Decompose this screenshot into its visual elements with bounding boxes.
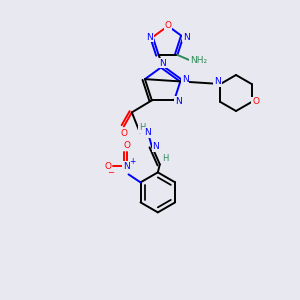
- Text: N: N: [183, 33, 190, 42]
- Text: O: O: [104, 162, 111, 171]
- Text: H: H: [139, 123, 145, 132]
- Text: O: O: [164, 20, 172, 29]
- Text: N: N: [160, 58, 167, 68]
- Text: N: N: [146, 33, 153, 42]
- Text: O: O: [252, 98, 259, 106]
- Text: O: O: [123, 141, 130, 150]
- Text: N: N: [145, 128, 151, 137]
- Text: NH₂: NH₂: [190, 56, 207, 65]
- Text: O: O: [120, 129, 127, 138]
- Text: N: N: [152, 142, 159, 151]
- Text: N: N: [123, 162, 130, 171]
- Text: −: −: [107, 168, 114, 177]
- Text: N: N: [175, 97, 181, 106]
- Text: N: N: [182, 75, 188, 84]
- Text: H: H: [162, 154, 168, 163]
- Text: N: N: [214, 77, 221, 86]
- Text: +: +: [129, 157, 136, 166]
